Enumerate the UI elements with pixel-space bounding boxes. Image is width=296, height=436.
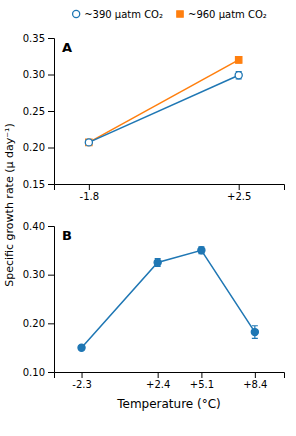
line (89, 60, 239, 142)
series (85, 72, 242, 146)
marker (198, 247, 205, 254)
y-axis-tick-mark (48, 38, 54, 39)
y-axis-tick-mark (48, 323, 54, 324)
legend-symbol (73, 10, 80, 17)
x-axis-tick-label: +5.1 (190, 379, 214, 390)
x-axis-tick-mark (255, 372, 256, 378)
y-axis: 0.15 0.20 0.25 0.30 0.35 (23, 33, 55, 190)
series (78, 247, 258, 351)
y-axis-tick-mark (48, 226, 54, 227)
y-axis-title: Specific growth rate (μ day⁻¹) (3, 123, 16, 286)
y-axis-tick: 0.25 (23, 106, 54, 117)
error-bar (198, 247, 204, 254)
x-axis-tick: +2.5 (227, 184, 251, 202)
panel-label: A (62, 40, 72, 55)
y-axis-tick-mark (48, 184, 54, 185)
x-axis-tick: +8.4 (243, 372, 267, 390)
x-axis-tick-label: -2.3 (72, 379, 92, 390)
y-axis-tick: 0.30 (23, 69, 54, 80)
y-axis-tick: 0.35 (23, 33, 54, 44)
y-axis-tick: 0.40 (23, 221, 54, 232)
y-axis-tick-mark (48, 275, 54, 276)
marker (78, 344, 85, 351)
x-axis: -2.3 +2.4 +5.1 +8.4 (55, 372, 285, 390)
y-axis-tick-label: 0.30 (23, 269, 45, 280)
x-axis-line (55, 373, 285, 379)
x-axis: -1.8 +2.5 (55, 184, 285, 202)
legend-item: ~960 μatm CO₂ (177, 9, 267, 20)
y-axis-tick: 0.15 (23, 179, 54, 190)
series (86, 57, 242, 146)
y-axis-tick-label: 0.10 (23, 367, 45, 378)
panel: -1.8 +2.5 0.15 0.20 0.25 0.30 0.35 A (23, 33, 285, 202)
legend-symbol (177, 11, 183, 17)
y-axis-tick: 0.20 (23, 318, 54, 329)
marker (85, 139, 92, 146)
y-axis-tick-mark (48, 148, 54, 149)
line (89, 75, 239, 142)
x-axis-tick-mark (89, 184, 90, 190)
error-bar (236, 72, 242, 79)
chart: -1.8 +2.5 0.15 0.20 0.25 0.30 0.35 A Specific gr… (0, 0, 296, 436)
marker (251, 329, 258, 336)
y-axis: 0.10 0.20 0.30 0.40 (23, 221, 55, 378)
legend-label: ~390 μatm CO₂ (84, 9, 163, 20)
marker (154, 259, 161, 266)
y-axis-tick-mark (48, 111, 54, 112)
y-axis-tick-label: 0.20 (23, 142, 45, 153)
marker (86, 139, 92, 145)
x-axis-tick-mark (239, 184, 240, 190)
x-axis-line (55, 185, 285, 191)
x-axis-tick-label: +2.5 (227, 191, 251, 202)
legend-item: ~390 μatm CO₂ (73, 9, 163, 20)
x-axis-tick: -1.8 (80, 184, 100, 202)
x-axis-tick: +5.1 (190, 372, 214, 390)
error-bar (252, 326, 258, 339)
x-axis-tick-label: -1.8 (80, 191, 100, 202)
y-axis-tick-label: 0.20 (23, 318, 45, 329)
y-axis-tick-label: 0.35 (23, 33, 45, 44)
legend: ~390 μatm CO₂ ~960 μatm CO₂ (73, 9, 267, 20)
y-axis-tick: 0.20 (23, 142, 54, 153)
x-axis-tick: -2.3 (72, 372, 92, 390)
x-axis-tick-mark (82, 372, 83, 378)
panel: -2.3 +2.4 +5.1 +8.4 0.10 0.20 0.30 0.40 B (23, 221, 285, 390)
error-bar (155, 259, 161, 267)
x-axis-tick-label: +2.4 (146, 379, 170, 390)
y-axis-line (48, 227, 55, 373)
x-axis-tick: +2.4 (146, 372, 170, 390)
legend-label: ~960 μatm CO₂ (188, 9, 267, 20)
y-axis-tick-label: 0.15 (23, 179, 45, 190)
marker (235, 72, 242, 79)
y-axis-tick-label: 0.25 (23, 106, 45, 117)
error-bar (236, 57, 242, 63)
x-axis-tick-mark (201, 372, 202, 378)
marker (236, 57, 242, 63)
plot-area (78, 247, 258, 351)
y-axis-tick-mark (48, 372, 54, 373)
x-axis-tick-label: +8.4 (243, 379, 267, 390)
x-axis-tick-mark (158, 372, 159, 378)
y-axis-tick: 0.10 (23, 367, 54, 378)
y-axis-tick-mark (48, 75, 54, 76)
line (82, 250, 255, 347)
y-axis-tick: 0.30 (23, 269, 54, 280)
x-axis-title: Temperature (°C) (116, 397, 221, 411)
y-axis-tick-label: 0.40 (23, 221, 45, 232)
y-axis-line (48, 39, 55, 185)
y-axis-tick-label: 0.30 (23, 69, 45, 80)
panel-label: B (62, 228, 72, 243)
plot-area (85, 57, 242, 146)
